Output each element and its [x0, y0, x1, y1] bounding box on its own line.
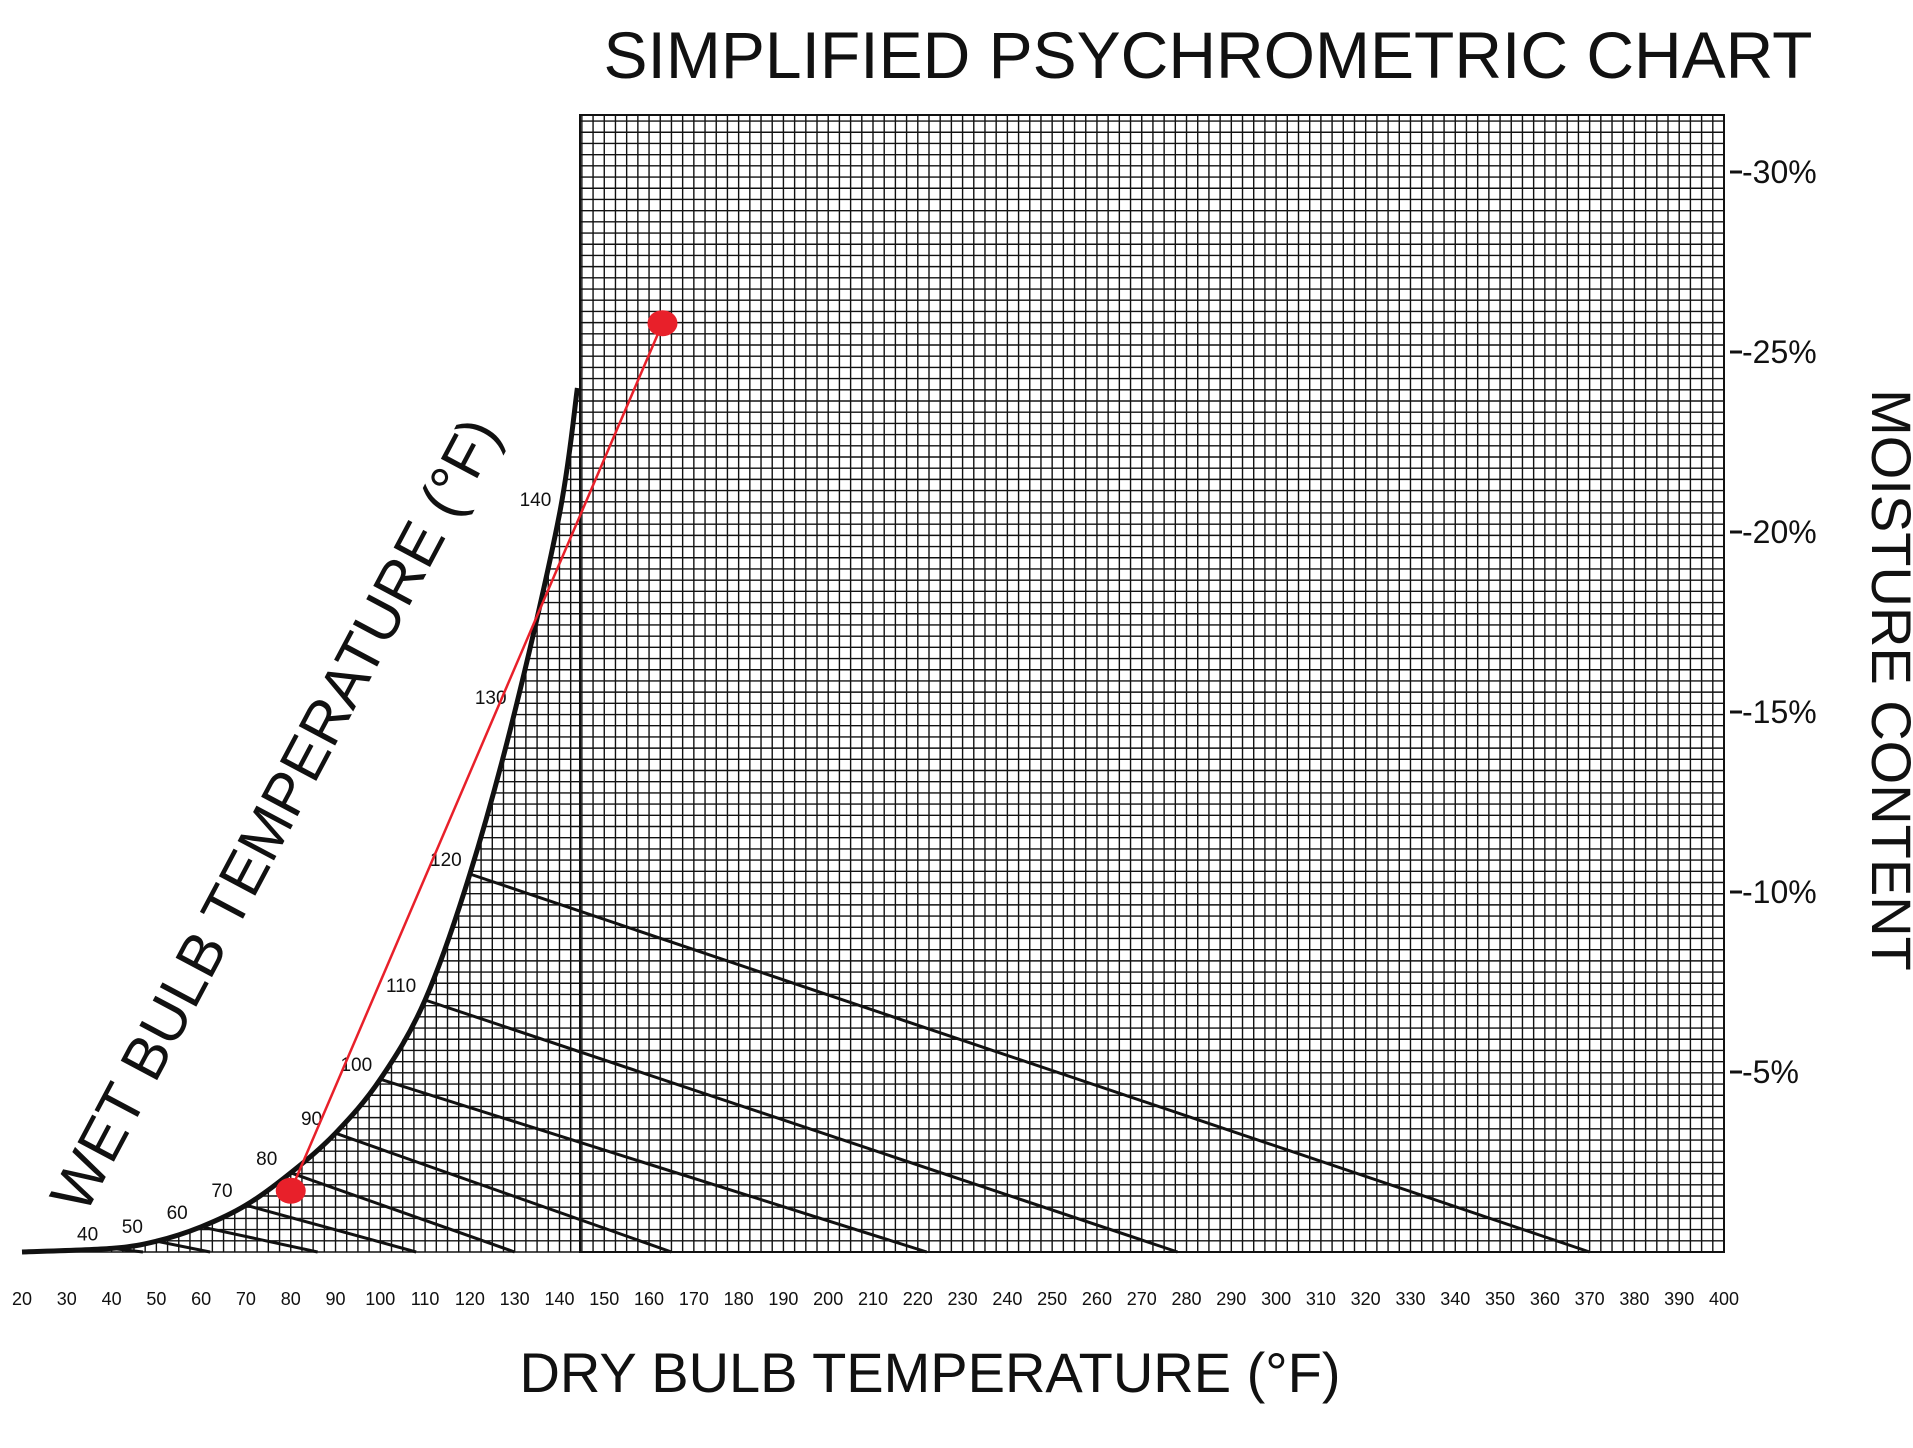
x-tick-label: 340	[1440, 1289, 1470, 1309]
x-tick-label: 280	[1172, 1289, 1202, 1309]
x-tick-label: 100	[365, 1289, 395, 1309]
chart-title: SIMPLIFIED PSYCHROMETRIC CHART	[604, 18, 1813, 92]
process-line	[289, 322, 664, 1192]
wet-bulb-line	[200, 1225, 318, 1254]
y-tick-label: -20%	[1742, 514, 1817, 550]
grid	[22, 114, 1725, 1253]
wet-bulb-line	[245, 1203, 417, 1254]
x-tick-label: 30	[57, 1289, 77, 1309]
y-axis-title: MOISTURE CONTENT	[1860, 389, 1913, 971]
x-tick-label: 380	[1619, 1289, 1649, 1309]
wet-bulb-tick-label: 100	[340, 1055, 372, 1076]
x-tick-label: 300	[1261, 1289, 1291, 1309]
saturation-curve-group	[21, 387, 580, 1255]
wet-bulb-line	[424, 998, 1179, 1254]
y-tick-label: -15%	[1742, 694, 1817, 730]
x-tick-label: 160	[634, 1289, 664, 1309]
x-tick-label: 240	[992, 1289, 1022, 1309]
x-tick-label: 110	[411, 1289, 440, 1309]
wet-bulb-tick-label: 70	[211, 1181, 232, 1202]
x-tick-label: 40	[102, 1289, 122, 1309]
x-tick-label: 60	[191, 1289, 211, 1309]
x-tick-label: 200	[813, 1289, 843, 1309]
x-tick-label: 400	[1709, 1289, 1739, 1309]
wet-bulb-tick-label: 50	[122, 1217, 143, 1238]
x-tick-label: 310	[1306, 1289, 1336, 1309]
x-tick-label: 80	[281, 1289, 301, 1309]
state-point	[275, 1177, 306, 1204]
wet-bulb-line	[156, 1239, 211, 1254]
wet-bulb-tick-label: 80	[256, 1149, 277, 1170]
x-tick-label: 390	[1664, 1289, 1694, 1309]
y-tick-labels: -5% -10% -15% -20% -25% -30%	[1730, 154, 1817, 1090]
x-tick-label: 50	[146, 1289, 166, 1309]
wet-bulb-line	[335, 1131, 672, 1254]
x-tick-label: 270	[1127, 1289, 1157, 1309]
x-tick-label: 180	[724, 1289, 754, 1309]
wet-bulb-line	[469, 872, 1591, 1254]
wet-bulb-tick-label: 140	[520, 490, 552, 511]
marked-process	[275, 310, 678, 1204]
state-point	[647, 310, 678, 337]
x-tick-label: 130	[500, 1289, 530, 1309]
wet-bulb-tick-label: 60	[167, 1203, 188, 1224]
x-tick-label: 210	[858, 1289, 888, 1309]
x-tick-labels: 20 30 40 50 60 70 80 90 100 110 120 130 140 150 160 170…	[12, 1289, 1739, 1309]
x-tick-label: 320	[1351, 1289, 1381, 1309]
y-tick-label: -10%	[1742, 874, 1817, 910]
x-tick-label: 360	[1530, 1289, 1560, 1309]
x-tick-label: 90	[326, 1289, 346, 1309]
y-tick-label: -25%	[1742, 334, 1817, 370]
y-tick-label: -5%	[1742, 1054, 1799, 1090]
x-tick-label: 260	[1082, 1289, 1112, 1309]
x-tick-label: 20	[12, 1289, 32, 1309]
grid-lines	[22, 115, 1725, 1253]
x-tick-label: 150	[589, 1289, 619, 1309]
x-tick-label: 220	[903, 1289, 933, 1309]
x-tick-label: 190	[768, 1289, 798, 1309]
wet-bulb-line	[379, 1077, 928, 1254]
wet-bulb-tick-label: 40	[77, 1224, 98, 1245]
x-tick-label: 230	[948, 1289, 978, 1309]
x-tick-label: 350	[1485, 1289, 1515, 1309]
x-tick-label: 330	[1395, 1289, 1425, 1309]
x-tick-label: 370	[1575, 1289, 1605, 1309]
wet-bulb-line	[290, 1171, 516, 1254]
x-axis-title: DRY BULB TEMPERATURE (°F)	[519, 1341, 1340, 1404]
wet-bulb-tick-label: 120	[430, 850, 462, 871]
x-tick-label: 250	[1037, 1289, 1067, 1309]
wet-bulb-tick-label: 90	[301, 1109, 322, 1130]
x-tick-label: 290	[1216, 1289, 1246, 1309]
grid-border	[579, 114, 1725, 1253]
x-tick-label: 120	[455, 1289, 485, 1309]
saturation-curve	[21, 387, 580, 1255]
x-tick-label: 70	[236, 1289, 256, 1309]
wet-bulb-tick-label: 110	[386, 976, 416, 997]
x-tick-label: 140	[544, 1289, 574, 1309]
x-tick-label: 170	[679, 1289, 709, 1309]
y-tick-label: -30%	[1742, 154, 1817, 190]
wet-bulb-lines	[111, 872, 1591, 1254]
